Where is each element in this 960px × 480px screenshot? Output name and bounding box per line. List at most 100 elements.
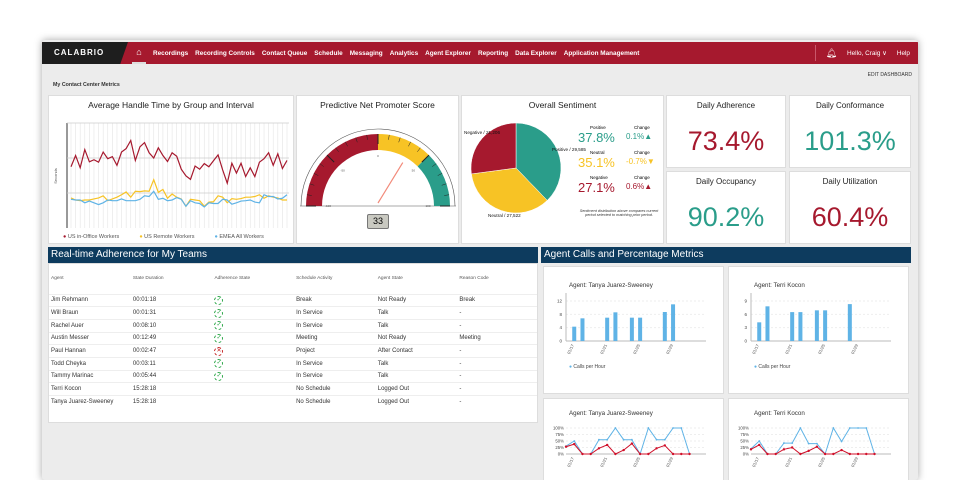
x-tick-label: 01/25 [632,456,641,468]
y-tick-label: 75% [740,432,749,437]
nav-recordings[interactable]: Recordings [153,49,189,57]
x-tick-label: 01/25 [817,456,826,468]
nav-contact-queue[interactable]: Contact Queue [261,49,308,57]
nav-messaging[interactable]: Messaging [349,49,383,57]
nav-reporting[interactable]: Reporting [477,49,509,57]
agent-metrics-header: Agent Calls and Percentage Metrics [541,247,911,263]
bar-01/21 [605,317,610,341]
table-cell: In Service [294,356,376,371]
in-adherence-icon: ✓ [214,333,224,343]
point-red [749,448,753,451]
point-blue [573,440,576,442]
table-cell: Tammy Marinac [49,369,131,383]
bar-01/18 [765,306,770,341]
sentiment-stat-value: 35.1% [578,155,615,170]
table-row[interactable]: Tanya Juarez-Sweeney 15:28:18 No Schedule L… [49,395,537,409]
in-adherence-icon: ✓ [214,359,224,369]
nps-card: Predictive Net Promoter Score -100 -50 0 50… [296,95,459,244]
percentage-metrics-card: Agent: Terri Kocon 0% 25% 50% 75% 100% 01/17 01… [728,398,909,480]
point-red [688,452,691,456]
edit-dashboard-button[interactable]: EDIT DASHBOARD [867,72,912,78]
table-cell: Break [294,293,376,307]
page-title: My Contact Center Metrics [53,82,120,88]
nav-schedule[interactable]: Schedule [314,49,343,57]
nav-data-explorer[interactable]: Data Explorer [515,49,557,57]
table-cell: - [457,395,537,409]
table-header-row: Agent State Duration Adherence State Schedu… [49,264,537,294]
legend-emea: ● EMEA All Workers [214,234,264,240]
table-row[interactable]: Will Braun 00:01:31 ✓ In Service Talk - [49,306,537,320]
calls-per-hour-card: Agent: Tanya Juarez-Sweeney 0 4 8 12 01/17 01/… [543,266,724,394]
x-tick-label: 01/29 [850,456,859,468]
table-cell: Break [457,293,537,307]
table-cell: 00:01:31 [130,306,213,320]
nav-application-management[interactable]: Application Management [563,49,640,57]
table-cell: Logged Out [375,382,458,396]
point-red [873,452,876,456]
table-cell: Meeting [294,331,376,345]
y-tick-label: 100% [553,426,564,431]
sentiment-note: Sentiment distribution above compares cu… [579,209,659,217]
bell-icon[interactable]: 🔔︎ [825,47,837,58]
table-cell: No Schedule [294,382,376,396]
point-blue [606,438,609,441]
point-red [671,452,675,456]
table-cell: In Service [294,369,376,383]
gauge-tick [309,183,315,186]
x-tick-label: 01/25 [632,343,641,355]
y-tick-label: 50% [555,439,564,444]
bar-01/17 [757,322,762,341]
series-line-red [750,444,875,455]
point-blue [865,427,868,429]
gauge-tick-label: 100 [425,204,430,208]
point-red [782,448,786,451]
table-cell: In Service [294,318,376,333]
y-tick-label: 25% [555,445,564,450]
nav-agent-explorer[interactable]: Agent Explorer [425,49,471,57]
point-red [815,445,819,448]
kpi-title: Daily Utilization [822,177,878,186]
point-red [573,442,576,446]
point-blue [630,438,633,441]
sentiment-change-value: 0.1%▲ [626,132,653,141]
pie-slice-0 [515,122,562,201]
bar-01/21 [790,312,795,341]
pie-slice-2 [470,122,517,175]
gauge-tick [421,154,430,163]
table-row[interactable]: Austin Messer 00:12:49 ✓ Meeting Not Ready Me… [49,331,537,345]
sentiment-stat-value: 27.1% [578,180,615,195]
pie-slice-1 [471,167,548,214]
table-cell: Rachel Auer [49,318,131,333]
help-link[interactable]: Help [896,49,910,57]
point-blue [848,427,851,429]
nav-analytics[interactable]: Analytics [389,49,419,57]
table-cell: Austin Messer [49,331,131,345]
table-cell: In Service [294,306,376,320]
sentiment-stat-value: 37.8% [578,130,615,145]
nav-recording-controls[interactable]: Recording Controls [195,49,255,57]
gauge-detractor [306,134,378,206]
gauge-tick [432,163,437,167]
table-row[interactable]: Todd Cheyka 00:03:11 ✓ In Service Talk - [49,356,537,371]
adherence-state [212,382,295,396]
table-row[interactable]: Terri Kocon 15:28:18 No Schedule Logged Out… [49,382,537,396]
point-red [614,452,617,456]
table-cell: - [457,369,537,383]
table-row[interactable]: Rachel Auer 00:08:10 ✓ In Service Talk - [49,318,537,333]
point-red [774,452,777,456]
point-blue [840,440,843,443]
pie-label: Negative / 21,206 [464,130,500,135]
chart-legend: ● Calls per Hour [569,364,606,370]
chart-title: Agent: Terri Kocon [754,282,805,289]
point-red [589,452,592,456]
adherence-table: Agent State Duration Adherence State Schedu… [49,264,537,409]
home-icon[interactable]: ⌂ [132,42,146,64]
table-cell: Talk [375,306,458,320]
user-menu[interactable]: Hello, Craig ∨ [847,50,887,57]
point-blue [655,438,658,441]
table-row[interactable]: Tammy Marinac 00:05:44 ✓ In Service Talk - [49,369,537,383]
table-row[interactable]: Jim Rehmann 00:01:18 ✓ Break Not Ready Break [49,293,537,307]
table-row[interactable]: Paul Hannan 00:02:47 ✕ Project After Contact… [49,344,537,358]
gauge-tick-label: 0 [377,154,379,158]
logo: CALABRIO [42,42,128,64]
